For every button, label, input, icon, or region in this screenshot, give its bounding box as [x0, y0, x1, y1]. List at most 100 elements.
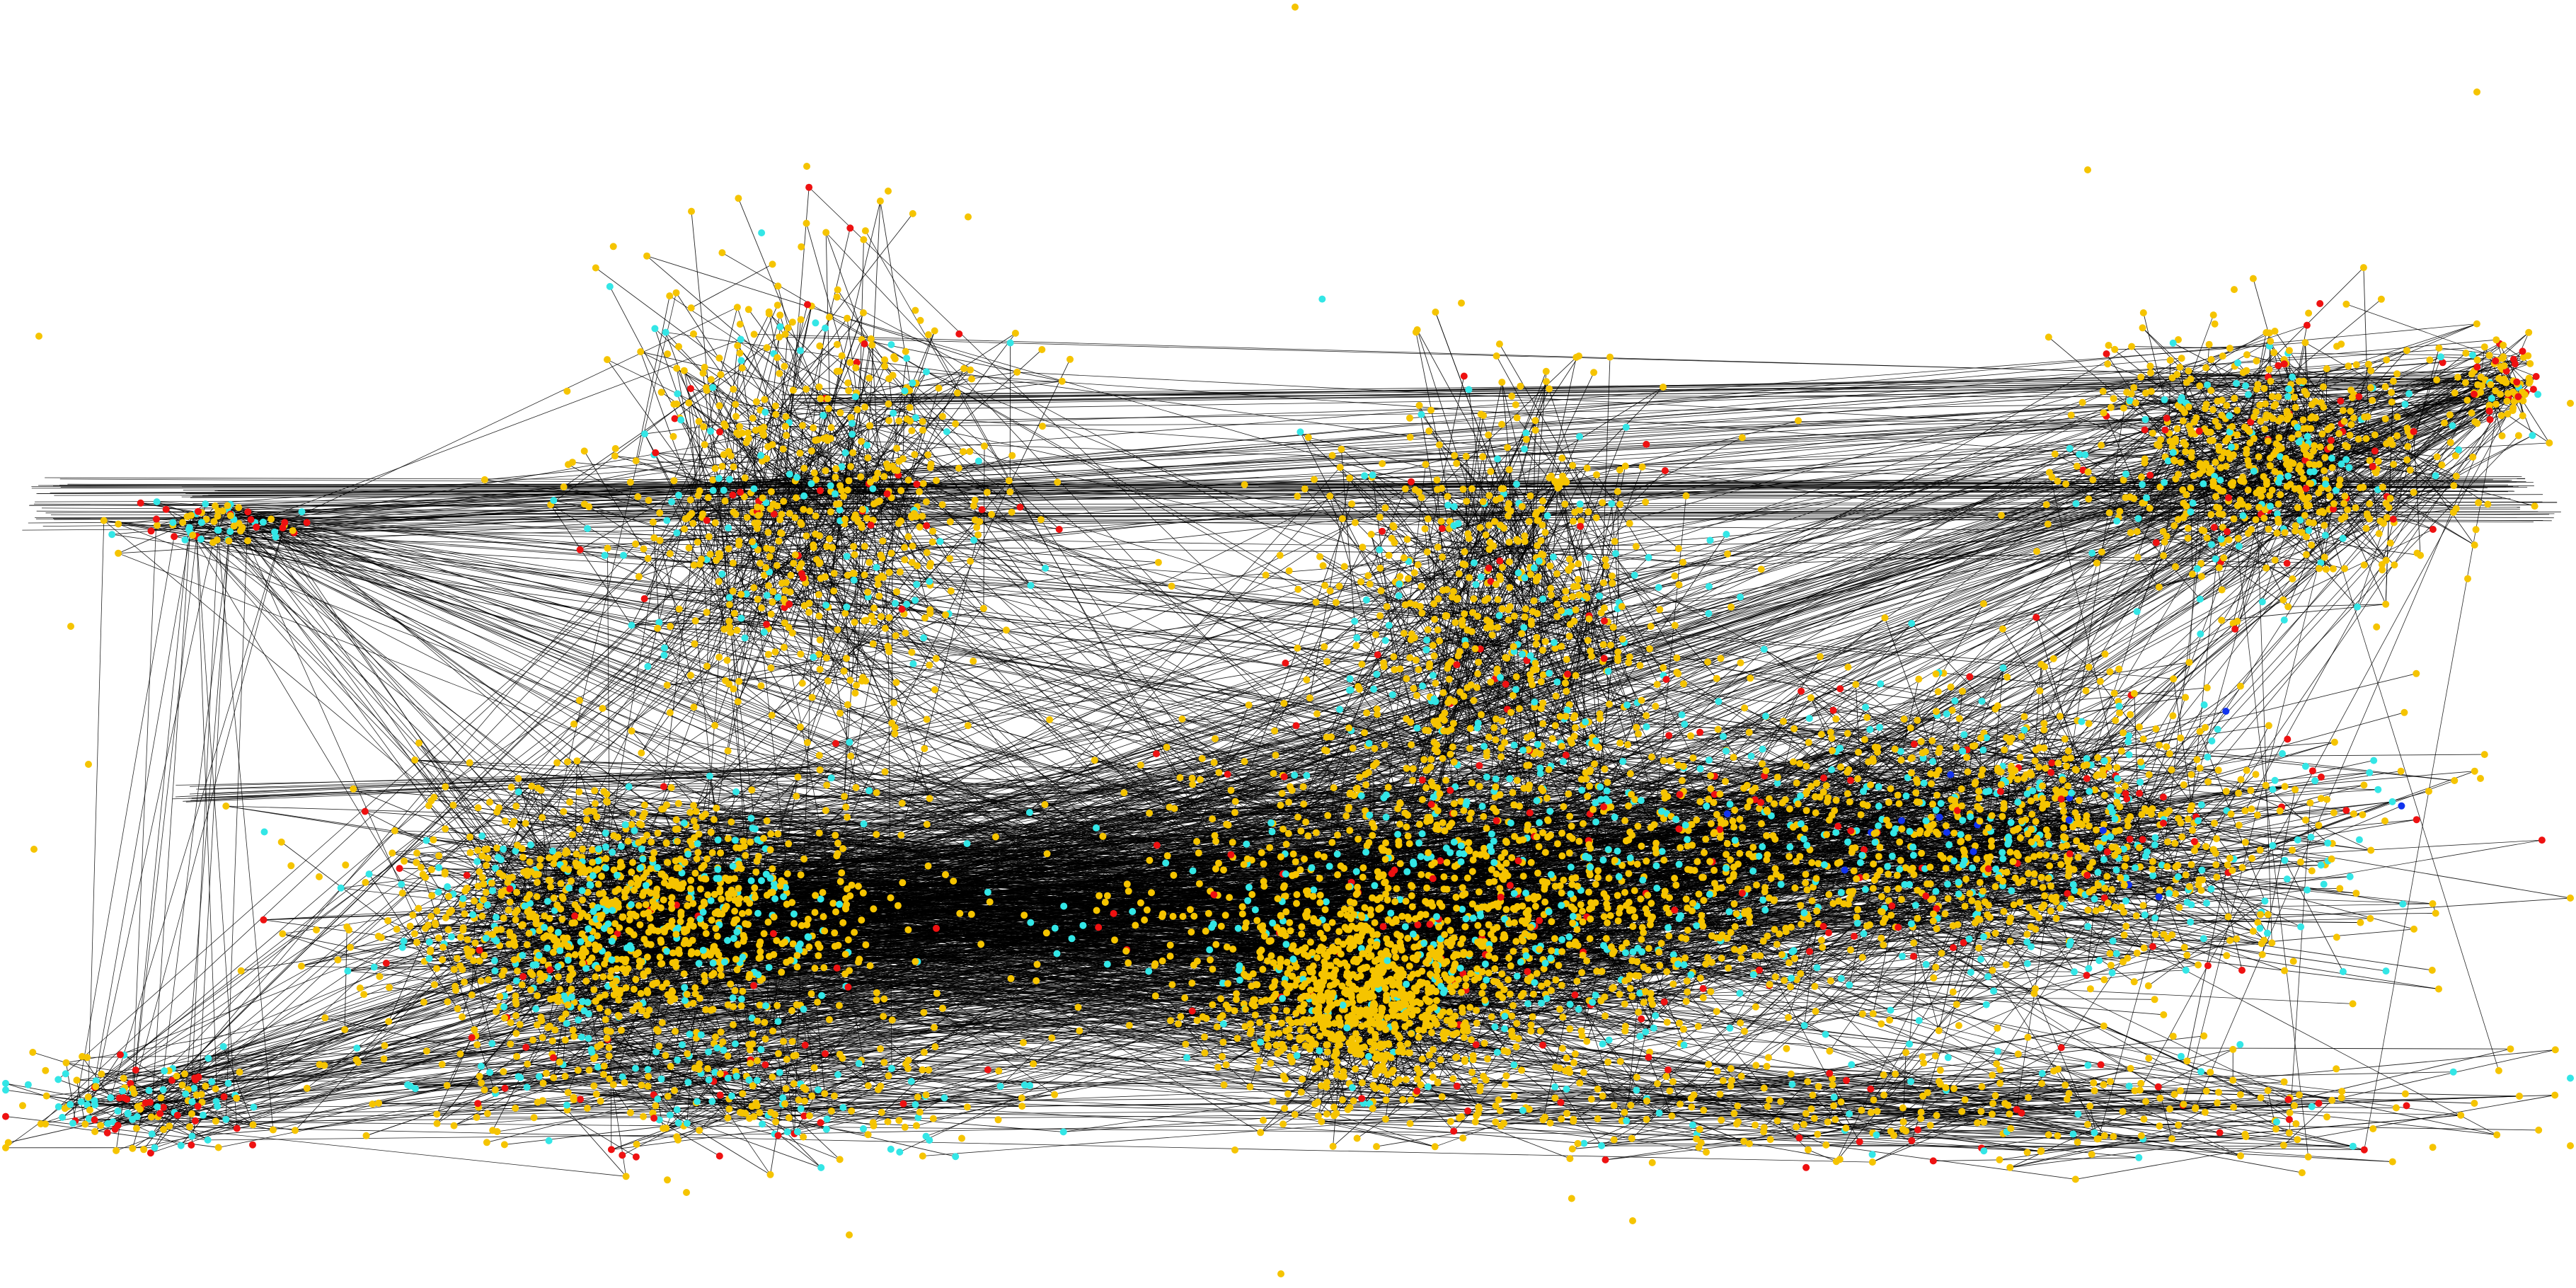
graph-node: [1562, 595, 1569, 603]
graph-node: [754, 971, 762, 979]
graph-node: [1492, 715, 1500, 723]
graph-node: [249, 1121, 257, 1129]
graph-node: [1460, 692, 1468, 700]
graph-node: [1403, 994, 1411, 1001]
graph-node: [769, 598, 776, 606]
graph-node: [1209, 965, 1217, 973]
graph-node: [893, 588, 900, 596]
graph-node: [717, 849, 725, 857]
graph-node: [2039, 884, 2047, 891]
graph-node: [1256, 1057, 1263, 1065]
graph-node: [768, 546, 776, 553]
graph-node: [1798, 921, 1805, 928]
graph-node: [729, 491, 737, 499]
graph-node: [744, 909, 752, 916]
graph-node: [976, 518, 984, 525]
graph-node: [79, 1052, 86, 1060]
graph-node: [635, 573, 643, 580]
graph-node: [1382, 813, 1390, 821]
graph-node: [866, 787, 873, 795]
graph-node: [723, 657, 731, 664]
graph-node: [1418, 830, 1426, 838]
graph-node: [713, 875, 720, 882]
graph-node: [1625, 836, 1633, 844]
graph-node: [1350, 911, 1357, 919]
graph-node: [870, 604, 878, 612]
graph-node: [154, 1103, 161, 1110]
graph-node: [1321, 643, 1328, 650]
graph-node: [1408, 478, 1415, 485]
graph-node: [931, 1023, 938, 1031]
graph-node: [773, 937, 781, 945]
graph-node: [624, 837, 632, 845]
graph-node: [898, 605, 906, 613]
graph-node: [1596, 592, 1604, 600]
graph-node: [1379, 527, 1386, 535]
graph-node: [752, 868, 760, 876]
graph-node: [699, 510, 707, 518]
graph-node: [410, 930, 418, 938]
graph-node: [1558, 982, 1565, 989]
graph-node: [725, 617, 733, 625]
graph-node: [1700, 897, 1708, 904]
graph-node: [897, 832, 905, 839]
graph-node: [715, 355, 723, 362]
graph-node: [909, 660, 917, 667]
graph-node: [782, 413, 790, 420]
graph-node: [1443, 858, 1451, 866]
graph-node: [1294, 813, 1301, 821]
graph-node: [640, 936, 648, 943]
graph-node: [663, 948, 671, 955]
graph-node: [1391, 898, 1399, 906]
graph-node: [2112, 717, 2120, 724]
graph-node: [841, 609, 849, 617]
graph-node: [711, 722, 719, 730]
graph-node: [637, 348, 645, 355]
graph-node: [1429, 672, 1437, 679]
graph-node: [702, 1006, 710, 1013]
graph-node: [666, 550, 674, 558]
graph-node: [1352, 1065, 1359, 1073]
graph-node: [827, 508, 834, 516]
graph-node: [1042, 929, 1050, 937]
graph-node: [690, 817, 698, 824]
graph-node: [599, 973, 607, 981]
graph-node: [1286, 965, 1294, 972]
graph-node: [1361, 990, 1368, 998]
graph-node: [507, 783, 515, 791]
graph-node: [613, 871, 621, 879]
graph-node: [582, 948, 590, 956]
graph-node: [1460, 1022, 1468, 1030]
graph-node: [764, 919, 772, 926]
graph-node: [1468, 485, 1476, 493]
graph-node: [1633, 1074, 1640, 1081]
graph-node: [2040, 726, 2048, 734]
graph-node: [1502, 1072, 1510, 1080]
graph-node: [791, 514, 799, 522]
graph-node: [1461, 548, 1468, 556]
graph-node: [763, 344, 771, 352]
graph-node: [1497, 485, 1505, 493]
graph-node: [1456, 965, 1464, 972]
graph-node: [1633, 861, 1641, 868]
graph-node: [1322, 898, 1330, 906]
graph-node: [569, 831, 576, 839]
graph-node: [1167, 1017, 1174, 1025]
graph-node: [671, 415, 679, 422]
graph-node: [483, 861, 490, 869]
graph-node: [1450, 810, 1458, 817]
graph-node: [1547, 955, 1555, 962]
graph-node: [718, 570, 726, 578]
graph-node: [1278, 790, 1286, 798]
graph-node: [685, 399, 693, 407]
graph-node: [1639, 876, 1647, 884]
graph-node: [2, 1112, 9, 1120]
graph-node: [507, 1019, 514, 1027]
graph-node: [800, 855, 808, 863]
graph-node: [1241, 970, 1248, 978]
graph-node: [1444, 916, 1451, 924]
graph-node: [1508, 392, 1516, 400]
graph-node: [1687, 866, 1694, 874]
graph-node: [533, 1021, 541, 1029]
graph-node: [519, 972, 527, 980]
